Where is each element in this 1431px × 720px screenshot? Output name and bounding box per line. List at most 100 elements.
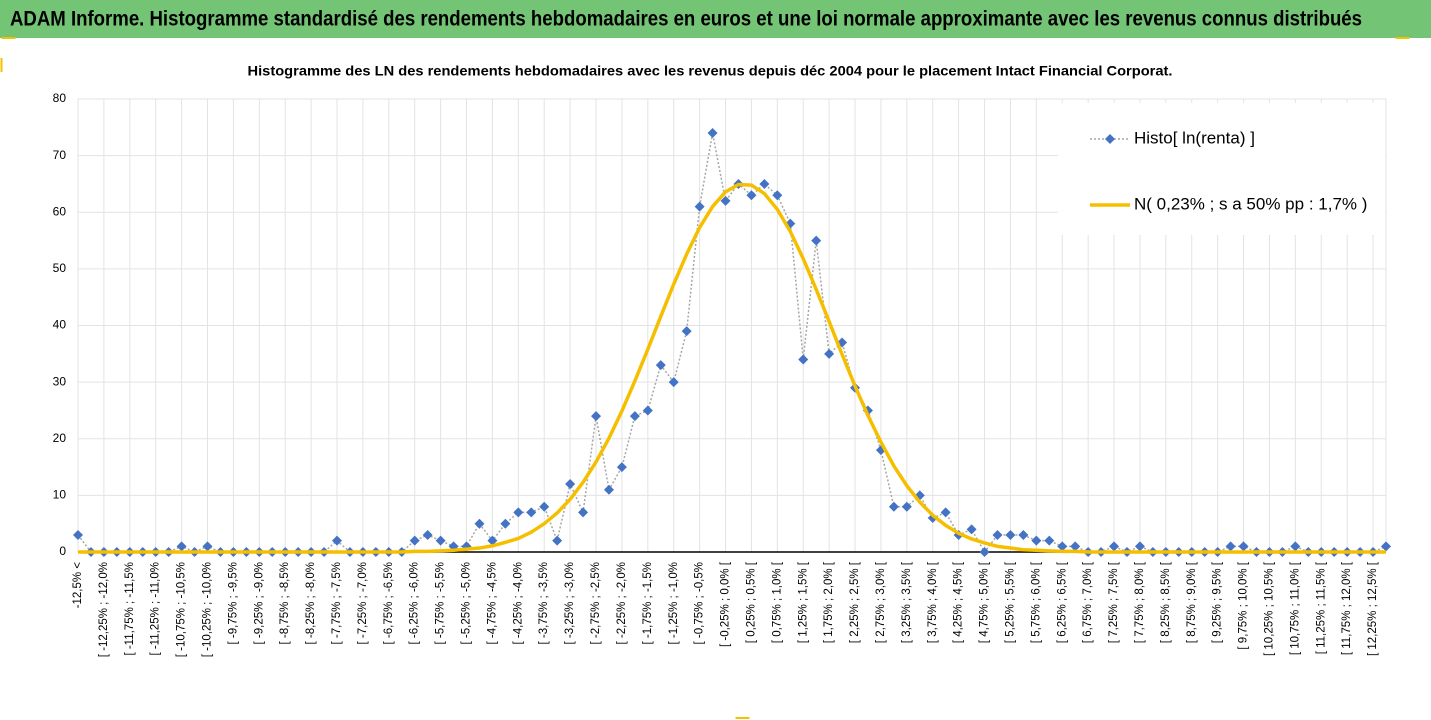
- diamond-marker: [1044, 535, 1055, 546]
- diamond-marker: [772, 190, 783, 201]
- x-tick-label: [ 8,75% ; 9,0% [: [1186, 561, 1198, 643]
- x-tick-label: [ 4,75% ; 5,0% [: [979, 561, 991, 643]
- x-tick-label: [ 3,25% ; 3,5% [: [901, 561, 913, 643]
- x-tick-label: [ -5,25% ; -5,0%: [461, 562, 473, 644]
- x-tick-label: [ -7,25% ; -7,0%: [357, 562, 369, 644]
- x-tick-label: [ 10,75% ; 11,0% [: [1289, 561, 1301, 655]
- diamond-marker: [526, 507, 537, 518]
- diamond-marker: [487, 535, 498, 546]
- chart-title: Histogramme des LN des rendements hebdom…: [248, 63, 1173, 79]
- diamond-marker: [591, 411, 602, 422]
- y-tick-label: 60: [53, 204, 67, 218]
- legend-label: N( 0,23% ; s a 50% pp : 1,7% ): [1134, 194, 1367, 213]
- diamond-marker: [668, 377, 679, 388]
- diamond-marker: [824, 348, 835, 359]
- x-tick-label: [ 11,75% ; 12,0% [: [1341, 561, 1353, 655]
- diamond-marker: [940, 507, 951, 518]
- x-tick-label: [ 2,75% ; 3,0% [: [875, 561, 887, 643]
- diamond-marker: [332, 535, 343, 546]
- diamond-marker: [720, 195, 731, 206]
- x-tick-label: [ 10,25% ; 10,5% [: [1263, 561, 1275, 656]
- x-tick-label: [ -2,25% ; -2,0%: [616, 562, 628, 644]
- diamond-marker: [1238, 541, 1249, 552]
- diamond-marker: [979, 547, 990, 557]
- diamond-marker: [539, 501, 550, 512]
- diamond-marker: [707, 127, 718, 138]
- x-tick-label: [ -0,75% ; -0,5%: [694, 562, 706, 644]
- x-tick-label: [ -11,75% ; -11,5%: [124, 562, 136, 656]
- x-tick-label: [ -8,25% ; -8,0%: [305, 562, 317, 644]
- x-tick-label: [ 2,25% ; 2,5% [: [849, 561, 861, 643]
- header-bar: [0, 0, 1431, 38]
- diamond-marker: [746, 190, 757, 201]
- diamond-marker: [176, 541, 187, 552]
- x-tick-label: [ 6,75% ; 7,0% [: [1082, 561, 1094, 643]
- x-tick-label: [ -1,75% ; -1,5%: [642, 562, 654, 644]
- x-tick-label: [ 0,25% ; 0,5% [: [745, 561, 757, 643]
- diamond-marker: [655, 360, 666, 371]
- x-tick-label: [ -1,25% ; -1,0%: [668, 562, 680, 644]
- x-tick-label: [ -7,75% ; -7,5%: [331, 562, 343, 644]
- x-tick-label: [ -5,75% ; -5,5%: [435, 562, 447, 644]
- diamond-marker: [500, 518, 511, 529]
- diamond-marker: [1109, 541, 1120, 552]
- diamond-marker: [1290, 541, 1301, 552]
- diamond-marker: [901, 501, 912, 512]
- legend-marker: [1105, 134, 1115, 144]
- x-tick-label: [ -3,75% ; -3,5%: [538, 562, 550, 644]
- x-tick-label: [ -10,75% ; -10,5%: [176, 562, 188, 657]
- diamond-marker: [966, 524, 977, 535]
- diamond-marker: [409, 535, 420, 546]
- diamond-marker: [681, 326, 692, 337]
- diamond-marker: [811, 235, 822, 246]
- legend-box: [1058, 103, 1385, 235]
- legend-label: Histo[ ln(renta) ]: [1134, 128, 1255, 147]
- x-tick-label: [ 12,25% ; 12,5% [: [1367, 561, 1379, 656]
- y-tick-label: 30: [53, 374, 67, 388]
- x-tick-label: [ 9,75% ; 10,0% [: [1238, 561, 1250, 649]
- y-tick-label: 40: [53, 318, 67, 332]
- x-tick-label: [ 5,25% ; 5,5% [: [1004, 561, 1016, 643]
- y-tick-label: 10: [53, 488, 67, 502]
- diamond-marker: [616, 462, 627, 473]
- diamond-marker: [202, 541, 213, 552]
- diamond-marker: [629, 411, 640, 422]
- diamond-marker: [798, 354, 809, 365]
- diamond-marker: [1018, 530, 1029, 541]
- x-tick-label: [ 7,25% ; 7,5% [: [1108, 561, 1120, 643]
- diamond-marker: [992, 530, 1003, 541]
- x-tick-label: [ 6,25% ; 6,5% [: [1056, 561, 1068, 643]
- x-tick-label: [ -2,75% ; -2,5%: [590, 562, 602, 644]
- series-curve: [78, 182, 1386, 554]
- x-tick-label: [ 7,75% ; 8,0% [: [1134, 561, 1146, 643]
- diamond-marker: [565, 479, 576, 490]
- x-tick-label: [ -0,25% ; 0,0% [: [720, 561, 732, 647]
- y-tick-label: 0: [59, 544, 66, 558]
- y-tick-label: 50: [53, 261, 67, 275]
- diamond-marker: [1225, 541, 1236, 552]
- x-tick-label: [ 1,75% ; 2,0% [: [823, 561, 835, 643]
- diamond-marker: [642, 405, 653, 416]
- diamond-marker: [694, 201, 705, 212]
- x-tick-label: [ 1,25% ; 1,5% [: [797, 561, 809, 643]
- diamond-marker: [422, 530, 433, 541]
- x-tick-label: -12,5% <: [72, 562, 84, 609]
- diamond-marker: [1005, 530, 1016, 541]
- diamond-marker: [435, 535, 446, 546]
- y-tick-label: 20: [53, 431, 67, 445]
- x-tick-label: [ -6,25% ; -6,0%: [409, 562, 421, 644]
- x-tick-label: [ 5,75% ; 6,0% [: [1030, 561, 1042, 643]
- diamond-marker: [552, 535, 563, 546]
- diamond-marker: [1070, 541, 1081, 552]
- y-tick-label: 70: [53, 148, 67, 162]
- y-tick-label: 80: [53, 91, 67, 105]
- x-tick-label: [ -6,75% ; -6,5%: [383, 562, 395, 644]
- x-tick-label: [ -4,25% ; -4,0%: [512, 562, 524, 644]
- x-tick-label: [ 8,25% ; 8,5% [: [1160, 561, 1172, 643]
- x-tick-label: [ 11,25% ; 11,5% [: [1315, 561, 1327, 654]
- x-tick-label: [ -11,25% ; -11,0%: [150, 562, 162, 656]
- x-tick-label: [ -8,75% ; -8,5%: [279, 562, 291, 644]
- x-tick-label: [ -10,25% ; -10,0%: [202, 562, 214, 657]
- diamond-marker: [578, 507, 589, 518]
